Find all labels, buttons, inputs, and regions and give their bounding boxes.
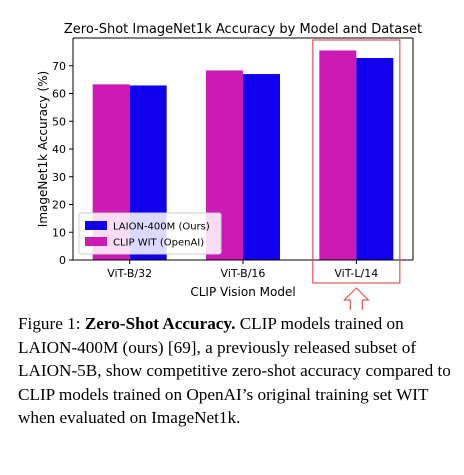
bar-laion-2 [356, 57, 394, 261]
y-tick-label-0: 0 [59, 254, 66, 267]
caption-text: CLIP models trained on LAION-400M (ours)… [18, 314, 451, 428]
legend-label-1: CLIP WIT (OpenAI) [113, 238, 204, 249]
x-tick-label-0: ViT-B/32 [107, 267, 152, 280]
y-tick-label-60: 60 [52, 88, 66, 101]
plot-area: 0 10 20 30 40 50 60 70 ViT-B/32 ViT-B/16 ViT-L/14 L… [52, 37, 414, 310]
y-axis-label: ImageNet1k Accuracy (%) [36, 71, 50, 227]
legend-box [78, 212, 222, 255]
y-tick-label-30: 30 [52, 171, 66, 184]
caption-label: Figure 1: [18, 314, 81, 333]
bar-chart: Zero-Shot ImageNet1k Accuracy by Model a… [36, 22, 422, 310]
x-tick-label-2: ViT-L/14 [334, 267, 378, 280]
caption-bold: Zero-Shot Accuracy. [84, 314, 236, 333]
highlight-arrow [342, 287, 370, 310]
y-tick-label-10: 10 [52, 226, 66, 239]
y-tick-label-50: 50 [52, 115, 66, 128]
bar-laion-1 [243, 74, 280, 260]
y-tick-label-20: 20 [52, 199, 66, 212]
legend-swatch-1 [85, 237, 107, 246]
figure-caption: Figure 1: Zero-Shot Accuracy. CLIP model… [18, 312, 458, 430]
legend-label-0: LAION-400M (Ours) [113, 222, 210, 233]
bar-clip-wit-2 [319, 50, 357, 260]
y-tick-label-40: 40 [52, 143, 66, 156]
chart-title: Zero-Shot ImageNet1k Accuracy by Model a… [64, 22, 422, 37]
legend-swatch-0 [85, 221, 107, 230]
y-tick-label-70: 70 [52, 60, 66, 73]
x-axis-label: CLIP Vision Model [190, 285, 295, 299]
highlight-box [312, 39, 401, 284]
x-tick-label-1: ViT-B/16 [221, 267, 266, 280]
